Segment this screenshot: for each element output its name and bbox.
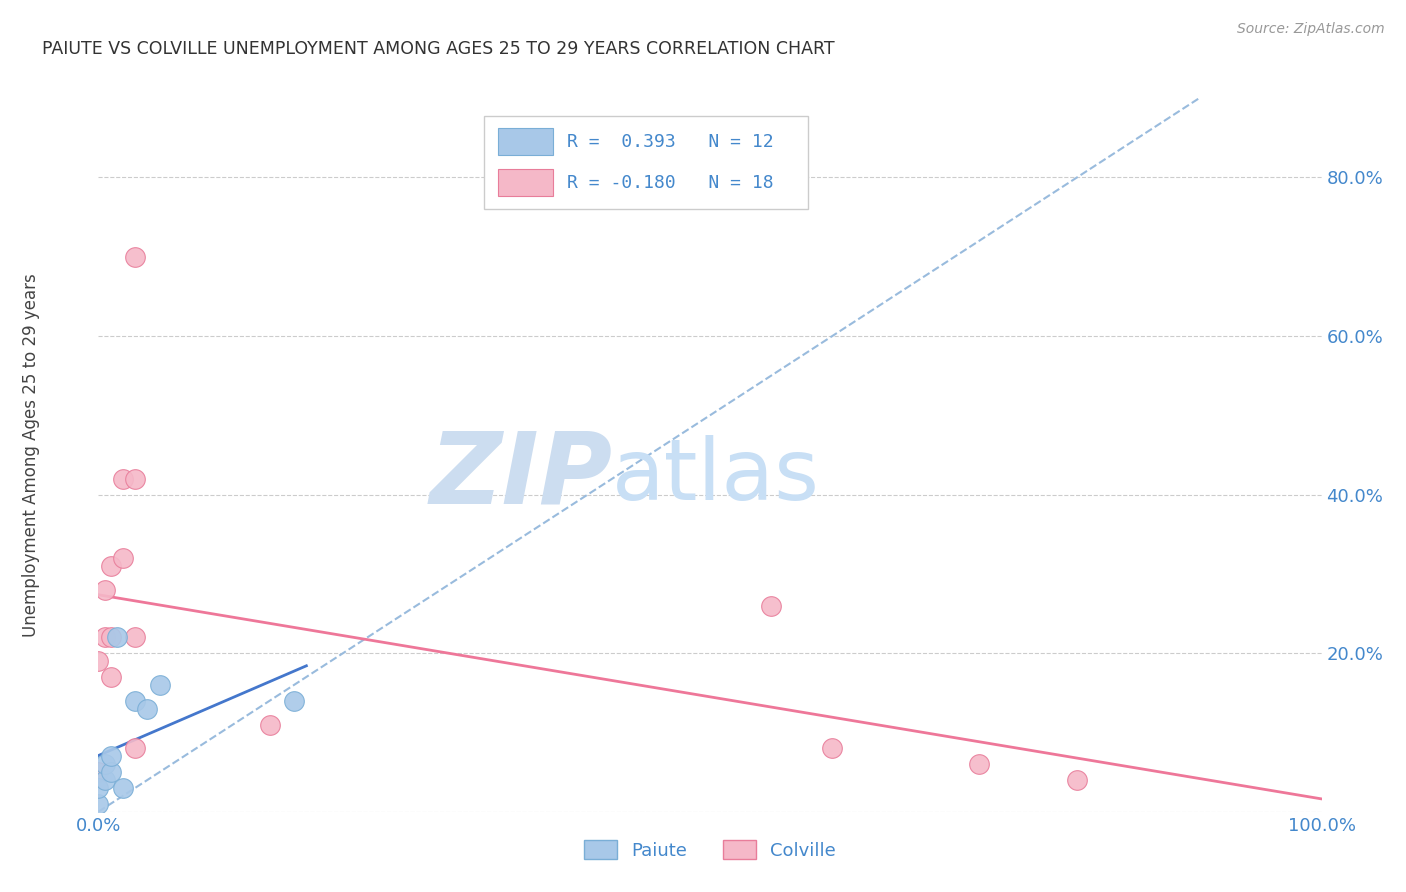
Point bbox=[761, 599, 783, 613]
Point bbox=[100, 558, 122, 573]
Point bbox=[100, 749, 122, 764]
Point bbox=[967, 757, 990, 772]
Point bbox=[124, 741, 146, 756]
Point bbox=[100, 630, 122, 644]
Point bbox=[136, 701, 159, 715]
Point bbox=[111, 780, 134, 795]
Text: ZIP: ZIP bbox=[429, 428, 612, 524]
Text: R = -0.180   N = 18: R = -0.180 N = 18 bbox=[567, 174, 773, 192]
Text: R =  0.393   N = 12: R = 0.393 N = 12 bbox=[567, 133, 773, 151]
Point bbox=[821, 741, 844, 756]
Point bbox=[111, 551, 134, 566]
Point bbox=[87, 765, 110, 780]
Point bbox=[149, 678, 172, 692]
Point bbox=[124, 472, 146, 486]
Point bbox=[87, 797, 110, 811]
Point bbox=[283, 694, 305, 708]
Point bbox=[1066, 772, 1088, 787]
Text: PAIUTE VS COLVILLE UNEMPLOYMENT AMONG AGES 25 TO 29 YEARS CORRELATION CHART: PAIUTE VS COLVILLE UNEMPLOYMENT AMONG AG… bbox=[42, 40, 835, 58]
Point bbox=[259, 717, 281, 731]
Point bbox=[124, 250, 146, 264]
FancyBboxPatch shape bbox=[484, 116, 808, 209]
Point bbox=[124, 630, 146, 644]
Text: Source: ZipAtlas.com: Source: ZipAtlas.com bbox=[1237, 22, 1385, 37]
FancyBboxPatch shape bbox=[498, 128, 554, 155]
Point bbox=[100, 670, 122, 684]
Point bbox=[105, 630, 128, 644]
Point bbox=[100, 765, 122, 780]
Point bbox=[111, 472, 134, 486]
Point bbox=[93, 772, 115, 787]
Point bbox=[93, 582, 115, 597]
FancyBboxPatch shape bbox=[498, 169, 554, 196]
Point bbox=[93, 630, 115, 644]
Point bbox=[87, 654, 110, 668]
Point bbox=[93, 757, 115, 772]
Text: atlas: atlas bbox=[612, 434, 820, 518]
Point bbox=[124, 694, 146, 708]
Legend: Paiute, Colville: Paiute, Colville bbox=[576, 833, 844, 867]
Text: Unemployment Among Ages 25 to 29 years: Unemployment Among Ages 25 to 29 years bbox=[22, 273, 41, 637]
Point bbox=[87, 780, 110, 795]
